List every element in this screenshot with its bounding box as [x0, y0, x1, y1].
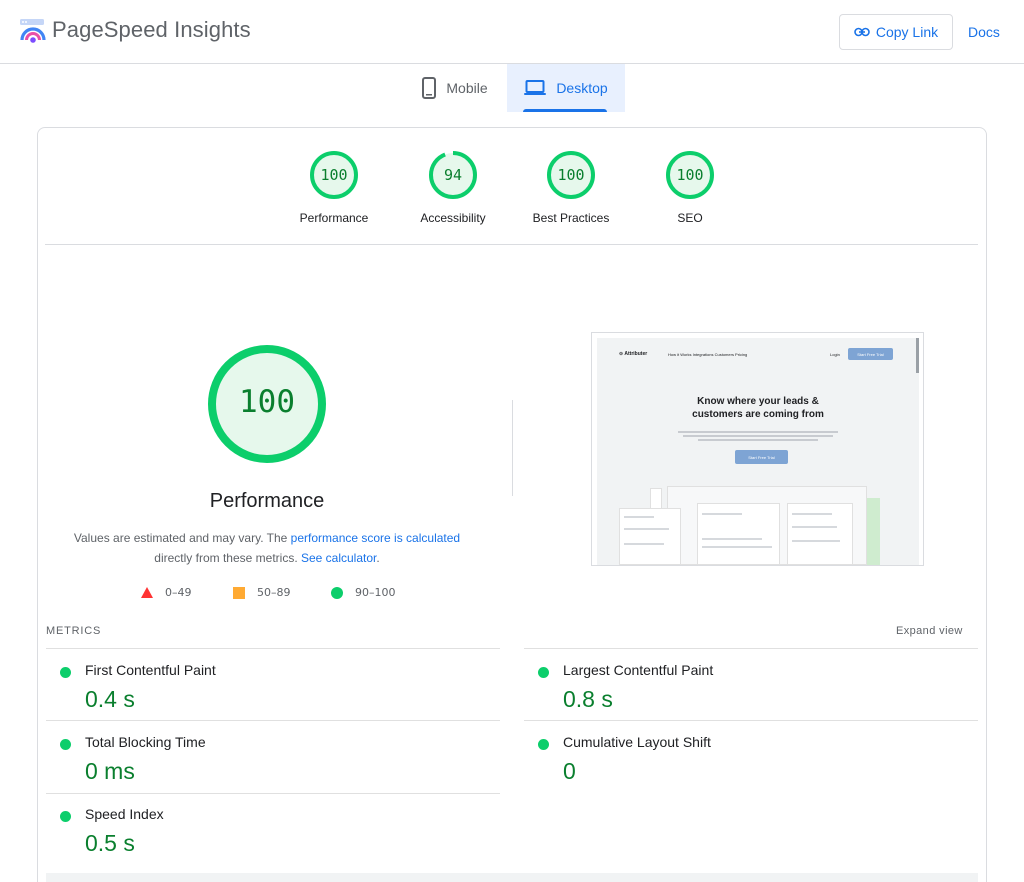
headline-line: Know where your leads &: [697, 396, 819, 407]
gauge-performance[interactable]: 100 Performance: [274, 150, 394, 225]
screenshot-line: [702, 513, 742, 515]
metric-value: 0: [563, 758, 576, 784]
note-text: .: [376, 551, 380, 565]
gauge-label: SEO: [677, 211, 703, 225]
legend-pass: 90–100: [331, 586, 396, 599]
link-icon: [854, 27, 870, 37]
final-screenshot[interactable]: ⊙ Attributer How it Works Integrations C…: [591, 332, 924, 566]
divider: [45, 244, 978, 245]
legend-label: 90–100: [355, 586, 396, 599]
gauge-seo[interactable]: 100 SEO: [630, 150, 750, 225]
legend-label: 0–49: [165, 586, 192, 599]
legend-fail: 0–49: [141, 586, 192, 599]
tab-active-indicator: [523, 109, 607, 112]
metric-value: 0.4 s: [85, 686, 135, 712]
metric-divider: [524, 720, 978, 721]
gauge-label: Accessibility: [420, 211, 486, 225]
tab-desktop-label: Desktop: [556, 80, 608, 96]
screenshot-page: ⊙ Attributer How it Works Integrations C…: [597, 338, 919, 565]
gauge-score: 94: [443, 166, 463, 184]
gauge-accessibility[interactable]: 94 Accessibility: [393, 150, 513, 225]
metrics-title: METRICS: [46, 625, 102, 637]
screenshot-line: [624, 516, 654, 518]
performance-title: Performance: [209, 490, 325, 512]
copy-link-button[interactable]: Copy Link: [839, 14, 953, 50]
pass-dot-icon: [60, 667, 71, 678]
see-calculator-link[interactable]: See calculator: [300, 551, 377, 565]
pagespeed-logo-icon[interactable]: [19, 18, 47, 44]
gauge-ring: [547, 151, 595, 199]
metric-divider: [46, 720, 500, 721]
screenshot-logo: ⊙ Attributer: [619, 351, 648, 357]
screenshot-line: [792, 513, 832, 515]
legend-average: 50–89: [233, 586, 291, 599]
screenshot-login: Login: [830, 352, 840, 357]
screenshot-line: [702, 538, 762, 540]
headline-line: customers are coming from: [692, 409, 824, 420]
metric-label: Total Blocking Time: [85, 734, 206, 750]
metric-value: 0 ms: [85, 758, 135, 784]
vertical-divider: [512, 400, 513, 496]
docs-link[interactable]: Docs: [968, 24, 1000, 40]
performance-note: Values are estimated and may vary. The p…: [60, 528, 474, 568]
screenshot-line: [792, 540, 840, 542]
performance-gauge: [208, 345, 326, 463]
screenshot-headline: Know where your leads & customers are co…: [658, 395, 858, 421]
circle-icon: [331, 586, 343, 599]
screenshot-nav: How it Works Integrations Customers Pric…: [668, 352, 748, 357]
screenshot-line: [624, 528, 669, 530]
gauge-score: 100: [557, 166, 585, 184]
gauge-label: Performance: [299, 211, 369, 225]
gauge-ring: [310, 151, 358, 199]
metric-divider: [46, 648, 500, 649]
tab-mobile[interactable]: Mobile: [404, 64, 506, 112]
legend-label: 50–89: [257, 586, 291, 599]
note-text: directly from these metrics.: [154, 551, 301, 565]
square-icon: [233, 586, 245, 599]
metric-divider: [524, 648, 978, 649]
triangle-icon: [141, 587, 153, 598]
screenshot-line: [792, 526, 837, 528]
metric-label: Speed Index: [85, 806, 164, 822]
gauge-ring: [429, 151, 477, 199]
tab-desktop[interactable]: Desktop: [507, 64, 625, 112]
screenshot-subtext: [673, 429, 843, 443]
pass-dot-icon: [538, 739, 549, 750]
app-title: PageSpeed Insights: [52, 17, 251, 42]
screenshot-decoration: [867, 498, 880, 565]
metric-divider: [46, 793, 500, 794]
gauge-score: 100: [320, 166, 348, 184]
score-calculated-link[interactable]: performance score is calculated: [290, 531, 461, 545]
metric-label: Largest Contentful Paint: [563, 662, 714, 678]
pass-dot-icon: [60, 739, 71, 750]
smartphone-icon: [422, 77, 437, 99]
screenshot-scrollbar: [916, 338, 919, 373]
pass-dot-icon: [538, 667, 549, 678]
copy-link-label: Copy Link: [875, 24, 939, 40]
gauge-score: 100: [676, 166, 704, 184]
screenshot-line: [624, 543, 664, 545]
gauge-best-practices[interactable]: 100 Best Practices: [511, 150, 631, 225]
expand-view-button[interactable]: Expand view: [896, 625, 963, 637]
performance-score: 100: [239, 384, 295, 420]
gauge-label: Best Practices: [532, 211, 610, 225]
note-text: Values are estimated and may vary. The: [73, 531, 291, 545]
tab-mobile-label: Mobile: [446, 80, 488, 96]
metric-label: First Contentful Paint: [85, 662, 216, 678]
top-bar: PageSpeed Insights Copy Link Docs: [0, 0, 1024, 64]
screenshot-cta: Start Free Trial: [735, 450, 788, 464]
screenshot-line: [702, 546, 772, 548]
metric-value: 0.8 s: [563, 686, 613, 712]
metric-value: 0.5 s: [85, 830, 135, 856]
laptop-icon: [524, 80, 547, 95]
gauge-ring: [666, 151, 714, 199]
metric-label: Cumulative Layout Shift: [563, 734, 711, 750]
screenshot-trial-button: Start Free Trial: [848, 348, 893, 360]
bottom-panel: [46, 873, 978, 882]
pass-dot-icon: [60, 811, 71, 822]
